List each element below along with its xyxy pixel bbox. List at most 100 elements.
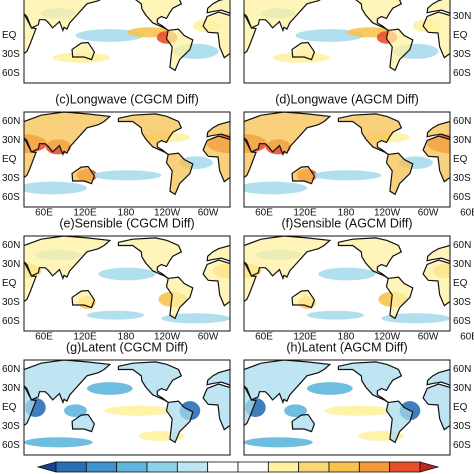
panel-title: (h)Latent (AGCM Diff) bbox=[286, 340, 407, 354]
coastline bbox=[166, 29, 192, 70]
coastline bbox=[118, 362, 181, 403]
anomaly-patch bbox=[52, 52, 110, 63]
lat-label: 30S bbox=[2, 49, 20, 60]
lat-label: 60S bbox=[2, 440, 20, 451]
lat-label: 30S bbox=[453, 421, 471, 432]
colorbar-cell bbox=[207, 461, 239, 473]
coastline bbox=[118, 114, 181, 155]
coastline bbox=[244, 0, 330, 30]
lon-label: 120E bbox=[293, 332, 317, 343]
lat-label: 30S bbox=[2, 297, 20, 308]
anomaly-patch bbox=[318, 267, 376, 281]
coastline bbox=[166, 153, 192, 194]
anomaly-patch bbox=[86, 310, 145, 320]
lon-label: 120W bbox=[154, 332, 181, 343]
lat-label: 30S bbox=[2, 421, 20, 432]
coastline bbox=[427, 236, 450, 278]
coastline bbox=[24, 384, 36, 430]
anomaly-patch bbox=[284, 404, 307, 417]
lon-label: 60E bbox=[255, 332, 273, 343]
coastline bbox=[423, 384, 450, 430]
map-frame bbox=[24, 236, 230, 331]
colorbar-cell bbox=[389, 461, 421, 473]
colorbar-cell bbox=[358, 461, 391, 473]
coastline bbox=[166, 401, 192, 442]
lat-label: EQ bbox=[453, 402, 468, 413]
map-body bbox=[24, 112, 230, 207]
coastline bbox=[427, 360, 450, 402]
lat-label: 60N bbox=[453, 116, 471, 127]
lat-label: EQ bbox=[453, 278, 468, 289]
panel-title: (f)Sensible (AGCM Diff) bbox=[281, 216, 412, 230]
anomaly-patch bbox=[324, 405, 393, 416]
map-frame bbox=[244, 112, 450, 207]
coastline bbox=[338, 362, 401, 403]
coastline bbox=[207, 0, 230, 30]
coastline bbox=[338, 0, 401, 30]
lat-label: 60N bbox=[2, 116, 20, 127]
lon-label: 60E bbox=[255, 208, 273, 219]
anomaly-patch bbox=[104, 405, 173, 416]
colorbar-cell bbox=[298, 461, 330, 473]
panel-title: (e)Sensible (CGCM Diff) bbox=[59, 216, 194, 230]
lat-label: 60N bbox=[2, 240, 20, 251]
coastline bbox=[203, 12, 230, 58]
anomaly-patch bbox=[98, 267, 156, 281]
lon-label: 60W bbox=[418, 332, 439, 343]
lat-label: 30N bbox=[2, 383, 20, 394]
lon-label: 180 bbox=[118, 208, 135, 219]
coastline bbox=[24, 260, 36, 306]
lat-label: 60S bbox=[2, 192, 20, 203]
colorbar-cell bbox=[116, 461, 148, 473]
anomaly-patch bbox=[64, 404, 87, 417]
anomaly-patch bbox=[306, 382, 353, 395]
coastline bbox=[427, 0, 450, 30]
colorbar-end bbox=[36, 461, 57, 473]
lon-label: 120E bbox=[73, 332, 97, 343]
colorbar-cell bbox=[237, 461, 269, 473]
map-panel bbox=[0, 112, 316, 207]
map-body bbox=[244, 0, 450, 83]
coastline bbox=[423, 136, 450, 182]
map-body bbox=[244, 112, 450, 207]
lat-label: 60N bbox=[453, 364, 471, 375]
coastline bbox=[72, 414, 94, 431]
coastline bbox=[24, 12, 36, 58]
lat-label: 30S bbox=[2, 173, 20, 184]
anomaly-patch bbox=[24, 181, 87, 195]
lat-label: EQ bbox=[2, 30, 17, 41]
map-body bbox=[24, 236, 230, 331]
coastline bbox=[386, 401, 412, 442]
anomaly-patch bbox=[272, 52, 330, 63]
lat-label: 30N bbox=[453, 383, 471, 394]
lat-label: 30S bbox=[453, 173, 471, 184]
lat-label: 60S bbox=[453, 316, 471, 327]
lat-label: 30S bbox=[453, 49, 471, 60]
lon-label: 180 bbox=[338, 208, 355, 219]
colorbar-cell bbox=[328, 461, 360, 473]
coastline bbox=[203, 260, 230, 306]
coastline bbox=[72, 290, 94, 307]
lon-label: 60W bbox=[198, 332, 219, 343]
anomaly-patch bbox=[24, 437, 93, 448]
coastline bbox=[72, 166, 94, 183]
anomaly-patch bbox=[244, 181, 307, 195]
lat-label: EQ bbox=[2, 154, 17, 165]
lat-label: 60S bbox=[2, 316, 20, 327]
coastline bbox=[24, 0, 110, 30]
lon-label: 120W bbox=[374, 332, 401, 343]
colorbar-cell bbox=[55, 461, 87, 473]
lon-label: 120E bbox=[293, 208, 317, 219]
coastline bbox=[244, 360, 330, 402]
anomaly-patch bbox=[381, 313, 450, 324]
coastline bbox=[118, 238, 181, 279]
lat-label: 30S bbox=[453, 297, 471, 308]
coastline bbox=[244, 112, 330, 154]
map-panel bbox=[132, 112, 474, 207]
lon-label: 60W bbox=[198, 208, 219, 219]
lat-label: 30N bbox=[2, 259, 20, 270]
coastline bbox=[386, 153, 412, 194]
lon-label: 60E bbox=[35, 332, 53, 343]
coastline bbox=[24, 360, 110, 402]
map-body bbox=[244, 236, 450, 331]
